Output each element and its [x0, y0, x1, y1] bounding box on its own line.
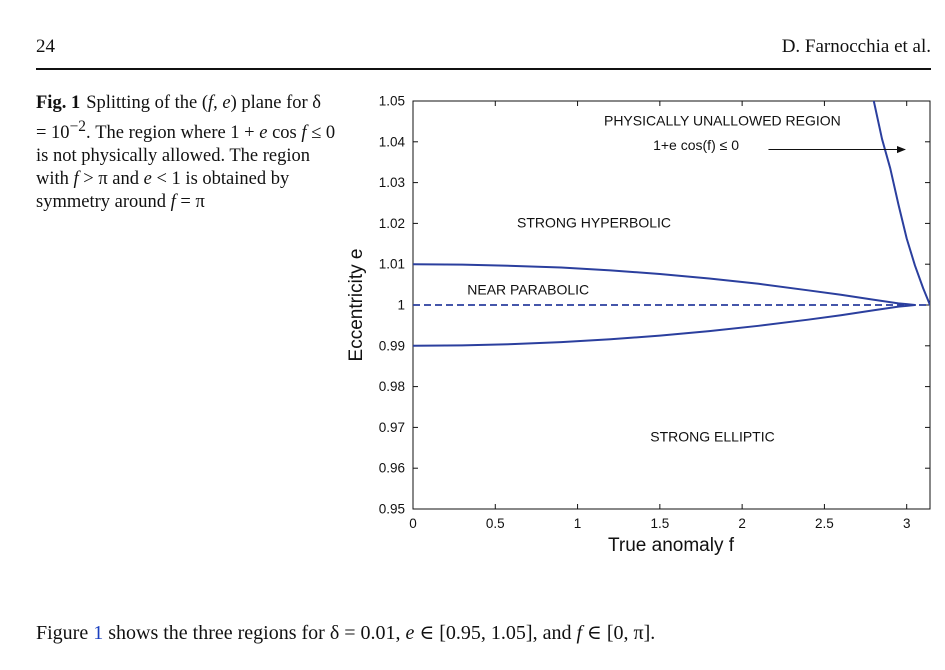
- annotation-near-parabolic: NEAR PARABOLIC: [467, 281, 589, 297]
- y-tick-label: 1.02: [379, 216, 405, 231]
- figure-label: Fig. 1: [36, 93, 81, 113]
- x-tick-label: 1: [574, 516, 582, 531]
- y-tick-label: 0.98: [379, 379, 405, 394]
- figure-reference-link[interactable]: 1: [93, 622, 104, 644]
- x-tick-label: 2: [738, 516, 746, 531]
- y-tick-label: 0.96: [379, 461, 405, 476]
- figure: 0 0.5 1 1.5 2 2.5 3 0.95 0.96 0.97 0.98 0.99 1 1.01 1…: [340, 86, 940, 571]
- y-tick-label: 1.04: [379, 134, 406, 149]
- x-tick-label: 2.5: [815, 516, 834, 531]
- y-tick-labels: 0.95 0.96 0.97 0.98 0.99 1 1.01 1.02 1.03 1.04 1.0…: [379, 94, 406, 517]
- annotation-hyperbolic: STRONG HYPERBOLIC: [517, 214, 671, 230]
- y-tick-label: 1: [397, 298, 405, 313]
- caption-text: Splitting of the (f, e) plane for δ = 10…: [36, 93, 336, 213]
- x-tick-label: 1.5: [650, 516, 669, 531]
- y-tick-label: 1.01: [379, 257, 405, 272]
- x-tick-labels: 0 0.5 1 1.5 2 2.5 3: [409, 516, 910, 531]
- y-tick-label: 0.97: [379, 420, 405, 435]
- axis-ticks: [412, 100, 930, 510]
- y-axis-label: Eccentricity e: [346, 249, 367, 362]
- body-paragraph: Figure 1 shows the three regions for δ =…: [36, 622, 656, 644]
- annotation-condition: 1+e cos(f) ≤ 0: [653, 137, 739, 153]
- y-tick-label: 0.99: [379, 338, 405, 353]
- annotation-unallowed: PHYSICALLY UNALLOWED REGION: [604, 112, 841, 128]
- y-tick-label: 0.95: [379, 502, 405, 517]
- figure-caption: Fig. 1 Splitting of the (f, e) plane for …: [36, 92, 336, 214]
- annotation-layer: PHYSICALLY UNALLOWED REGION 1+e cos(f) ≤ …: [467, 112, 906, 445]
- series-line-lower: [413, 304, 916, 347]
- x-tick-label: 3: [903, 516, 911, 531]
- page-number: 24: [36, 36, 55, 57]
- annotation-elliptic: STRONG ELLIPTIC: [650, 429, 774, 445]
- x-tick-label: 0.5: [486, 516, 505, 531]
- series-layer: [413, 101, 930, 347]
- x-tick-label: 0: [409, 516, 417, 531]
- x-axis-label: True anomaly f: [608, 535, 735, 556]
- series-line-upper: [413, 263, 916, 306]
- y-tick-label: 1.05: [379, 94, 405, 109]
- eccentricity-chart: 0 0.5 1 1.5 2 2.5 3 0.95 0.96 0.97 0.98 0.99 1 1.01 1…: [346, 94, 931, 556]
- series-line-boundary: [872, 101, 930, 306]
- header-rule: [36, 68, 931, 70]
- running-head: D. Farnocchia et al.: [781, 36, 931, 57]
- y-tick-label: 1.03: [379, 175, 405, 190]
